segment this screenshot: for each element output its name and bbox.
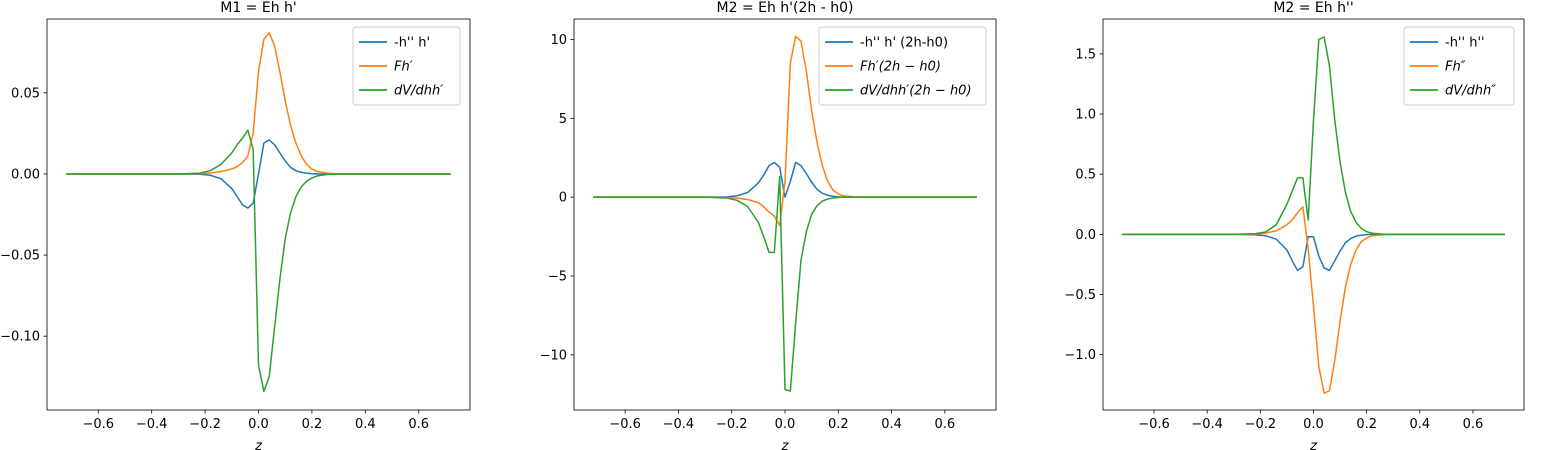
x-tick-label: 0.2	[1356, 417, 1377, 432]
x-tick-label: 0.6	[1463, 417, 1484, 432]
y-tick-label: 1.0	[1075, 108, 1096, 123]
x-tick-label: 0.4	[881, 417, 902, 432]
y-tick-label: −0.10	[0, 330, 40, 345]
legend-label: -h'' h''	[1445, 36, 1485, 51]
series-line-3	[1122, 36, 1505, 236]
y-tick-label: 0	[559, 191, 567, 206]
legend-label: Fh″	[1445, 60, 1466, 75]
y-tick-label: −10	[540, 348, 567, 363]
y-tick-label: −5	[548, 269, 567, 284]
x-tick-label: −0.6	[609, 417, 641, 432]
x-tick-label: −0.4	[136, 417, 168, 432]
series-line-2	[1122, 205, 1505, 394]
y-tick-label: 0.0	[1075, 228, 1096, 243]
chart-panel-1: M1 = Eh h' −0.6 −0.4 −0.2 0.0 0.2 0.4 0.6 −0.10 −…	[0, 0, 471, 450]
x-tick-label: −0.6	[1138, 417, 1170, 432]
x-axis-label: z	[781, 439, 790, 450]
series-group	[1122, 36, 1505, 394]
x-tick-label: −0.2	[716, 417, 748, 432]
y-tick-label: 1.5	[1075, 47, 1096, 62]
chart-panel-2: M2 = Eh h'(2h - h0) −0.6 −0.4 −0.2 0.0 0.2 0.4…	[540, 0, 997, 450]
legend: -h'' h'' Fh″ dV/dhh″	[1403, 26, 1515, 106]
x-tick-label: 0.4	[1409, 417, 1430, 432]
series-line-3	[66, 129, 451, 393]
x-tick-label: 0.2	[828, 417, 849, 432]
y-tick-label: 0.00	[11, 167, 40, 182]
y-tick-label: 0.5	[1075, 168, 1096, 183]
y-tick-label: 0.05	[11, 86, 40, 101]
series-line-2	[593, 35, 977, 227]
series-line-1	[1122, 233, 1505, 272]
series-group	[66, 32, 451, 393]
x-tick-label: 0.6	[935, 417, 956, 432]
legend-label: dV/dhh″	[1445, 84, 1496, 99]
series-line-2	[66, 32, 451, 175]
legend-label: Fh′	[394, 60, 413, 75]
legend-box	[1403, 26, 1515, 106]
x-tick-label: 0.0	[248, 417, 269, 432]
x-tick-label: −0.6	[82, 417, 114, 432]
series-line-1	[66, 139, 451, 209]
x-tick-label: 0.0	[1303, 417, 1324, 432]
legend-label: Fh′(2h − h0)	[860, 60, 941, 75]
x-axis-label: z	[1309, 439, 1318, 450]
legend-label: dV/dhh′(2h − h0)	[860, 84, 972, 99]
x-tick-label: −0.4	[1191, 417, 1223, 432]
x-tick-label: 0.0	[775, 417, 796, 432]
legend: -h'' h' (2h-h0) Fh′(2h − h0) dV/dhh′(2h − …	[818, 26, 987, 106]
chart-title: M2 = Eh h'(2h - h0)	[717, 0, 854, 16]
series-group	[593, 35, 977, 392]
chart-title: M1 = Eh h'	[220, 0, 297, 16]
legend-label: -h'' h' (2h-h0)	[860, 36, 948, 51]
legend-box	[352, 26, 461, 106]
x-tick-label: 0.4	[355, 417, 376, 432]
x-tick-label: 0.6	[408, 417, 429, 432]
legend-label: -h'' h'	[394, 36, 430, 51]
x-tick-label: −0.4	[663, 417, 695, 432]
chart-panel-3: M2 = Eh h'' −0.6 −0.4 −0.2 0.0 0.2 0.4 0.6 −1.0 −…	[1064, 0, 1525, 450]
x-tick-label: −0.2	[189, 417, 221, 432]
y-tick-label: −0.05	[0, 249, 40, 264]
legend-label: dV/dhh′	[394, 84, 443, 99]
y-tick-label: 10	[550, 33, 567, 48]
x-tick-label: 0.2	[302, 417, 323, 432]
series-line-3	[593, 175, 977, 392]
chart-title: M2 = Eh h''	[1273, 0, 1353, 16]
legend: -h'' h' Fh′ dV/dhh′	[352, 26, 461, 106]
y-tick-label: 5	[559, 112, 567, 127]
x-axis-label: z	[254, 439, 263, 450]
legend-box	[818, 26, 987, 106]
y-tick-label: −0.5	[1064, 288, 1096, 303]
x-tick-label: −0.2	[1245, 417, 1277, 432]
y-tick-label: −1.0	[1064, 348, 1096, 363]
